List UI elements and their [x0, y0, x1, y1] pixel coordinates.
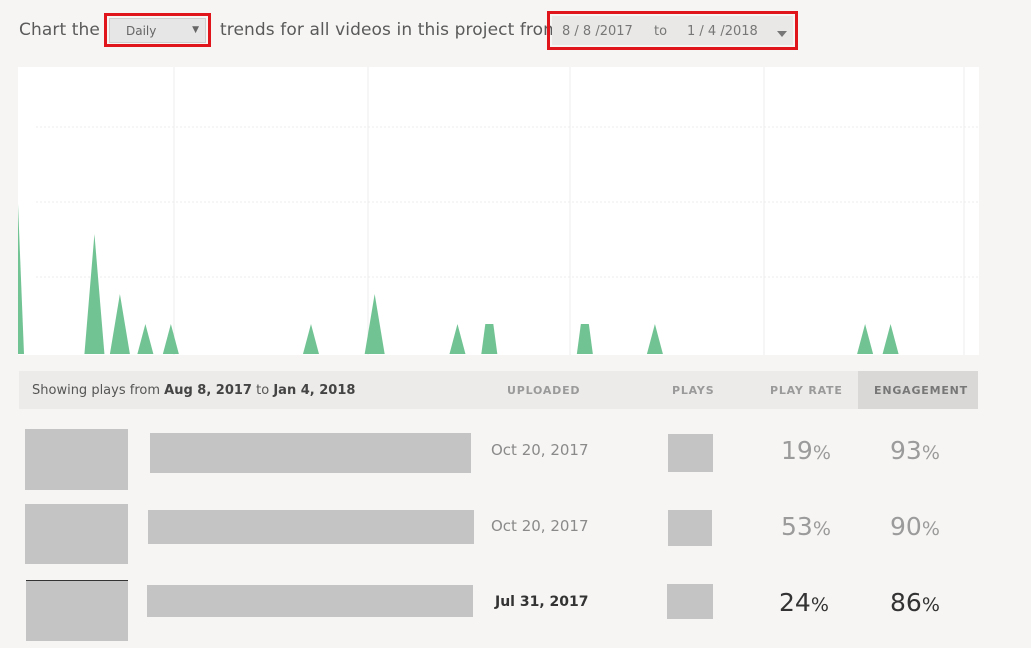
area-spike — [84, 234, 105, 354]
table-row[interactable]: Oct 20, 2017 53% 90% — [19, 502, 978, 572]
date-dropdown-caret-icon[interactable] — [777, 31, 787, 37]
play-rate-value: 24% — [779, 588, 829, 617]
controls-middle-text: trends for all videos in this project fr… — [220, 20, 560, 40]
video-title[interactable] — [150, 433, 471, 473]
showing-prefix: Showing plays from — [32, 383, 160, 398]
interval-select[interactable]: Daily ▼ — [109, 18, 206, 43]
area-spike — [364, 294, 385, 354]
chevron-down-icon: ▼ — [192, 25, 199, 35]
table-row[interactable]: Jul 31, 2017 24% 86% — [19, 578, 978, 648]
area-spike — [576, 324, 593, 354]
showing-from-date: Aug 8, 2017 — [164, 383, 252, 398]
interval-select-value: Daily — [126, 24, 157, 38]
trends-chart — [18, 67, 979, 355]
video-thumbnail[interactable] — [25, 429, 128, 490]
area-spike — [857, 324, 874, 354]
controls-prefix-text: Chart the — [19, 20, 100, 40]
showing-plays-text: Showing plays from Aug 8, 2017 to Jan 4,… — [32, 383, 355, 398]
chart-controls: Chart the Daily ▼ trends for all videos … — [0, 0, 1031, 62]
interval-highlight — [104, 13, 211, 47]
area-spike — [302, 324, 319, 354]
engagement-value: 86% — [890, 588, 940, 617]
date-separator: to — [654, 24, 668, 39]
video-title[interactable] — [148, 510, 474, 544]
engagement-value: 90% — [890, 512, 940, 541]
uploaded-date: Jul 31, 2017 — [495, 594, 589, 610]
date-range-highlight — [547, 11, 798, 50]
area-spike — [481, 324, 498, 354]
column-play-rate[interactable]: PLAY RATE — [770, 384, 843, 397]
area-spike — [882, 324, 899, 354]
plays-value — [667, 584, 713, 619]
engagement-value: 93% — [890, 436, 940, 465]
date-to[interactable]: 1 / 4 /2018 — [687, 24, 758, 39]
table-row[interactable]: Oct 20, 2017 19% 93% — [19, 426, 978, 496]
area-spike — [646, 324, 663, 354]
play-rate-value: 53% — [781, 512, 831, 541]
date-from[interactable]: 8 / 8 /2017 — [562, 24, 633, 39]
column-engagement-active[interactable]: ENGAGEMENT — [858, 371, 978, 409]
play-rate-value: 19% — [781, 436, 831, 465]
trends-chart-svg — [18, 67, 979, 355]
column-plays[interactable]: PLAYS — [672, 384, 715, 397]
video-thumbnail[interactable] — [26, 580, 128, 641]
table-header: Showing plays from Aug 8, 2017 to Jan 4,… — [19, 371, 978, 409]
video-thumbnail[interactable] — [25, 504, 128, 564]
date-range-picker[interactable] — [552, 16, 793, 45]
column-engagement: ENGAGEMENT — [874, 384, 968, 397]
area-spike — [137, 324, 154, 354]
area-spike — [109, 294, 130, 354]
column-uploaded[interactable]: UPLOADED — [507, 384, 581, 397]
area-spike — [449, 324, 466, 354]
plays-value — [668, 434, 713, 472]
uploaded-date: Oct 20, 2017 — [491, 517, 589, 535]
plays-value — [668, 510, 712, 546]
uploaded-date: Oct 20, 2017 — [491, 441, 589, 459]
showing-to-word: to — [256, 383, 270, 398]
area-spike — [18, 204, 24, 354]
area-spike — [162, 324, 179, 354]
video-title[interactable] — [147, 585, 473, 617]
showing-to-date: Jan 4, 2018 — [273, 383, 356, 398]
